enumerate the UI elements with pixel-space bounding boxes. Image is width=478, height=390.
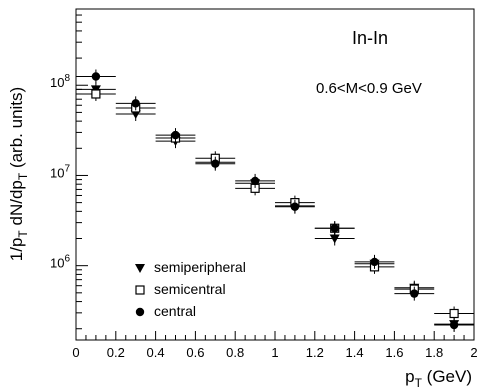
annotation-system: In-In — [352, 28, 388, 48]
annotation-mass-range: 0.6<M<0.9 GeV — [316, 80, 422, 97]
data-point — [370, 257, 379, 267]
legend-marker — [135, 264, 145, 273]
data-point — [449, 308, 459, 319]
x-tick-label: 2 — [470, 345, 477, 360]
data-point — [250, 176, 260, 186]
y-tick-label: 108 — [50, 73, 70, 90]
x-tick-label: 1.4 — [346, 345, 364, 360]
y-tick-label: 107 — [50, 163, 70, 180]
x-tick-label: 0.2 — [107, 345, 125, 360]
series-layer — [76, 69, 474, 332]
x-tick-label: 0.4 — [147, 345, 165, 360]
series-central — [76, 69, 474, 332]
data-point — [290, 202, 300, 211]
data-point — [171, 130, 180, 140]
x-tick-label: 1 — [271, 345, 278, 360]
y-axis-label: 1/pT dN/dpT (arb. units) — [7, 87, 30, 261]
data-point — [330, 224, 339, 233]
y-axis-ticks: 106 107 108 — [50, 8, 88, 330]
x-axis-label: pT (GeV) — [405, 367, 472, 390]
y-tick-label: 106 — [50, 254, 70, 271]
x-tick-label: 1.6 — [385, 345, 403, 360]
data-point — [329, 234, 340, 244]
x-tick-label: 0.8 — [226, 345, 244, 360]
legend-label: semicentral — [154, 281, 226, 297]
data-point — [131, 99, 140, 108]
x-axis-ticks: 0 0.2 0.4 0.6 0.8 1 1.2 1.4 1.6 1.8 2 — [72, 331, 478, 360]
legend-marker — [135, 285, 145, 295]
x-tick-label: 1.2 — [306, 345, 324, 360]
data-point — [449, 320, 459, 330]
data-point — [91, 72, 101, 81]
data-point — [91, 89, 101, 99]
data-point — [410, 289, 419, 298]
legend: semiperipheral semicentral central — [135, 259, 246, 319]
x-tick-label: 0 — [72, 345, 79, 360]
x-tick-label: 1.8 — [425, 345, 443, 360]
data-point — [211, 159, 220, 168]
legend-label: semiperipheral — [154, 259, 246, 275]
legend-marker — [135, 307, 145, 317]
x-tick-label: 0.6 — [186, 345, 204, 360]
legend-label: central — [154, 303, 196, 319]
